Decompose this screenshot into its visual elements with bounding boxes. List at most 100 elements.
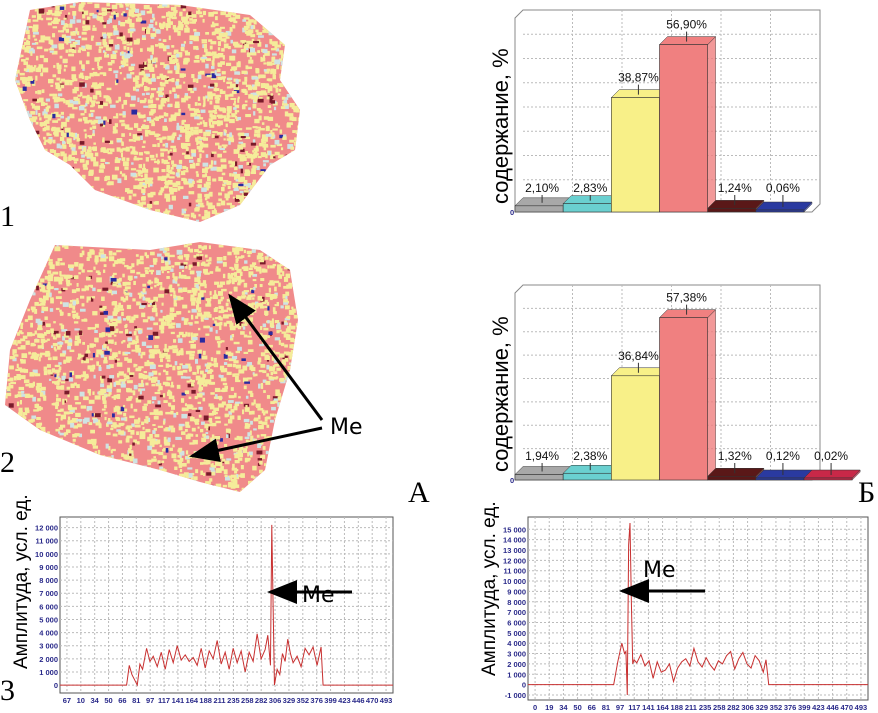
map-grain	[4, 62, 10, 66]
map-grain	[289, 178, 295, 184]
map-grain	[280, 262, 285, 267]
map-grain	[150, 269, 153, 275]
map-grain	[34, 130, 40, 135]
map-grain	[99, 19, 104, 23]
map-grain	[73, 161, 78, 164]
map-grain	[128, 374, 134, 377]
map-grain	[79, 9, 84, 12]
map-grain	[193, 60, 200, 63]
map-grain	[122, 63, 129, 67]
map-grain	[170, 268, 174, 272]
map-grain	[3, 176, 5, 179]
map-grain	[6, 85, 9, 87]
map-grain	[40, 302, 46, 306]
map-grain	[150, 104, 157, 109]
map-grain	[96, 201, 103, 205]
map-grain	[20, 59, 26, 62]
map-grain	[130, 63, 136, 67]
map-grain	[240, 279, 245, 283]
map-grain	[92, 125, 97, 129]
map-grain	[145, 382, 149, 386]
map-grain	[194, 36, 197, 39]
map-grain	[81, 154, 85, 158]
map-grain	[84, 452, 89, 457]
map-grain	[261, 421, 268, 425]
map-grain	[90, 185, 94, 191]
map-grain	[280, 342, 285, 347]
map-grain	[155, 64, 158, 68]
map-grain	[295, 151, 300, 155]
map-grain	[252, 218, 255, 222]
map-grain	[151, 51, 154, 55]
map-grain	[218, 32, 224, 37]
map-grain	[156, 489, 159, 492]
map-grain	[170, 410, 174, 415]
map-grain	[129, 444, 132, 450]
map-grain	[249, 430, 252, 436]
map-grain	[289, 139, 295, 143]
map-grain	[212, 166, 218, 171]
map-grain	[137, 292, 142, 295]
map-grain	[208, 123, 212, 126]
map-grain	[98, 191, 102, 195]
map-grain	[127, 18, 132, 24]
map-grain	[269, 475, 273, 479]
map-grain	[260, 90, 267, 95]
map-grain	[130, 72, 135, 75]
map-grain	[251, 51, 257, 56]
map-grain	[177, 283, 180, 287]
map-grain	[72, 78, 78, 82]
map-grain	[196, 302, 200, 307]
map-grain	[69, 474, 75, 479]
map-grain	[251, 410, 255, 415]
map-grain	[277, 417, 282, 422]
map-grain	[94, 217, 97, 221]
map-grain	[98, 169, 104, 173]
map-grain	[51, 332, 54, 337]
map-grain	[59, 437, 63, 442]
map-grain	[239, 44, 243, 48]
map-grain	[268, 376, 273, 380]
map-grain	[173, 132, 177, 137]
map-grain	[248, 189, 251, 192]
map-grain	[140, 354, 143, 359]
map-grain	[225, 13, 232, 18]
map-grain	[278, 34, 284, 39]
map-grain	[82, 163, 88, 168]
map-grain	[201, 187, 207, 192]
map-grain	[91, 102, 96, 107]
map-grain	[169, 11, 175, 16]
map-grain	[103, 24, 107, 29]
map-grain	[18, 367, 22, 370]
map-grain	[239, 242, 244, 246]
map-grain	[259, 305, 265, 309]
map-grain	[63, 467, 67, 471]
map-grain	[140, 223, 145, 225]
map-grain	[27, 454, 34, 457]
map-grain	[224, 216, 229, 220]
map-grain	[5, 331, 12, 336]
map-grain	[291, 443, 297, 448]
map-grain	[58, 377, 61, 382]
map-grain	[16, 363, 19, 369]
map-grain	[75, 467, 81, 472]
map-grain	[123, 412, 127, 417]
map-grain	[161, 97, 167, 102]
map-grain	[246, 53, 251, 58]
map-grain	[41, 310, 45, 314]
map-grain	[122, 408, 128, 412]
map-grain	[180, 489, 184, 492]
map-grain	[45, 204, 52, 210]
map-grain	[142, 66, 148, 70]
map-grain	[130, 172, 137, 177]
map-grain	[185, 24, 188, 28]
map-grain	[122, 472, 128, 476]
map-grain	[230, 474, 237, 478]
map-grain	[229, 93, 234, 97]
map-grain	[47, 281, 51, 285]
map-grain	[291, 398, 297, 403]
map-grain	[80, 150, 84, 155]
map-grain	[169, 149, 173, 152]
map-grain	[257, 357, 262, 363]
map-grain	[115, 318, 122, 324]
